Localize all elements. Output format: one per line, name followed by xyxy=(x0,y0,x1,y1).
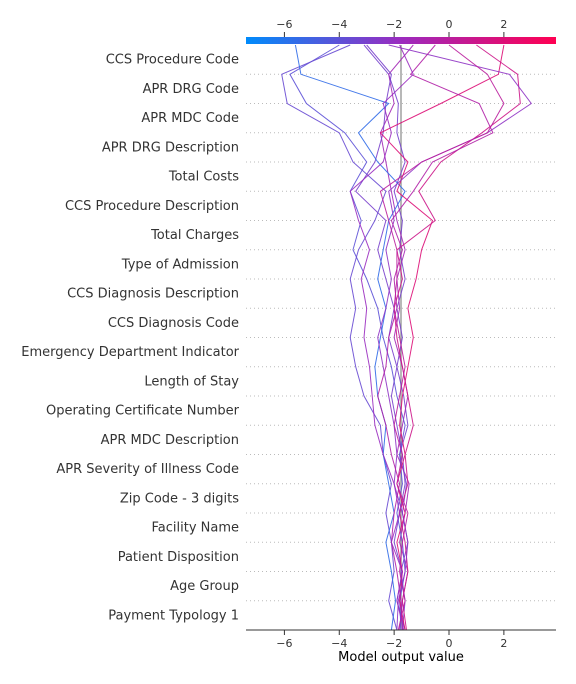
feature-label: APR Severity of Illness Code xyxy=(56,462,239,477)
top-tick-label: 2 xyxy=(500,18,507,31)
feature-label: Age Group xyxy=(170,579,239,594)
feature-label: CCS Diagnosis Description xyxy=(67,287,239,302)
top-tick-label: 0 xyxy=(446,18,453,31)
bottom-tick-label: −2 xyxy=(386,637,402,650)
decision-line xyxy=(349,44,414,631)
decision-line xyxy=(379,44,505,631)
feature-label: CCS Procedure Code xyxy=(106,53,239,68)
feature-label: Type of Admission xyxy=(121,257,239,272)
decision-lines xyxy=(281,44,533,631)
decision-line xyxy=(294,44,406,631)
decision-line xyxy=(281,44,398,631)
top-tick-label: −2 xyxy=(386,18,402,31)
feature-label: Facility Name xyxy=(151,521,239,536)
x-axis-label: Model output value xyxy=(338,650,464,665)
feature-labels: CCS Procedure Code APR DRG Code APR MDC Co… xyxy=(21,53,239,624)
feature-label: APR DRG Description xyxy=(102,140,239,155)
feature-label: Emergency Department Indicator xyxy=(21,345,239,360)
feature-label: APR MDC Description xyxy=(101,433,239,448)
bottom-tick-label: −6 xyxy=(276,637,292,650)
decision-line xyxy=(379,44,505,631)
feature-label: Zip Code - 3 digits xyxy=(120,491,239,506)
feature-label: CCS Procedure Description xyxy=(65,199,239,214)
feature-label: Total Charges xyxy=(150,228,239,243)
top-tick-label: −4 xyxy=(331,18,347,31)
bottom-tick-label: 2 xyxy=(500,637,507,650)
feature-label: Operating Certificate Number xyxy=(46,404,240,419)
decision-line xyxy=(379,44,414,631)
feature-label: Total Costs xyxy=(168,170,239,185)
output-colorbar xyxy=(246,37,556,44)
bottom-tick-label: −4 xyxy=(331,637,347,650)
top-axis-ticks: −6 −4 −2 0 2 xyxy=(276,18,507,37)
feature-label: Patient Disposition xyxy=(118,550,239,565)
decision-line xyxy=(393,44,521,631)
top-tick-label: −6 xyxy=(276,18,292,31)
feature-label: Payment Typology 1 xyxy=(108,608,239,623)
feature-label: Length of Stay xyxy=(144,374,239,389)
decision-line xyxy=(377,44,494,631)
decision-line xyxy=(289,44,406,631)
feature-label: CCS Diagnosis Code xyxy=(108,316,239,331)
feature-label: APR DRG Code xyxy=(143,82,239,97)
bottom-tick-label: 0 xyxy=(446,637,453,650)
bottom-axis: −6 −4 −2 0 2 xyxy=(246,629,556,650)
feature-label: APR MDC Code xyxy=(141,111,239,126)
